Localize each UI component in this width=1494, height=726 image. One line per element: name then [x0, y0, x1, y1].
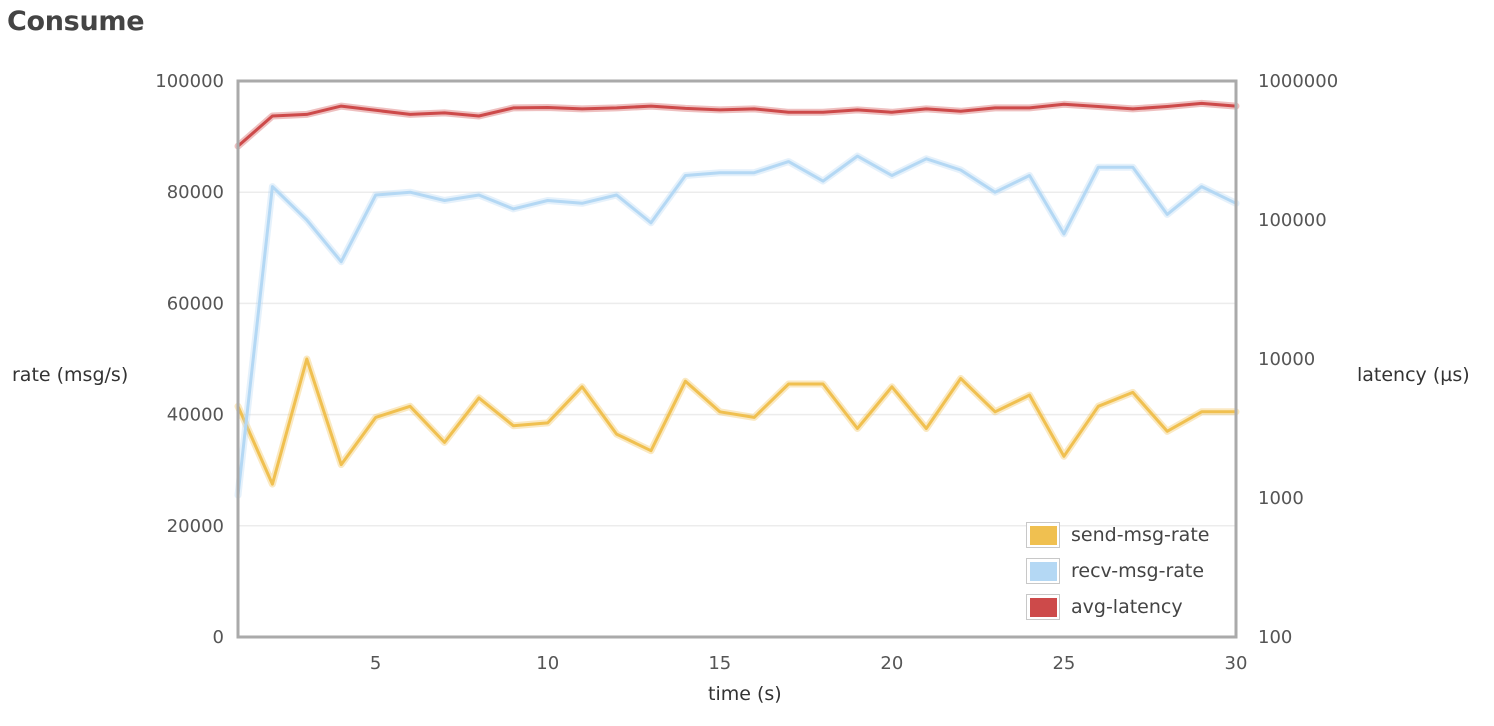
y2-tick-label: 10000 [1258, 349, 1315, 370]
x-tick-label: 25 [1052, 653, 1075, 674]
x-tick-label: 20 [880, 653, 903, 674]
x-tick-label: 15 [708, 653, 731, 674]
plot-frame [236, 79, 1238, 639]
legend-swatch-send-msg-rate [1029, 525, 1057, 545]
y-tick-label: 20000 [167, 516, 224, 537]
y-tick-label: 0 [213, 627, 224, 648]
y-tick-label: 100000 [155, 71, 224, 92]
series-line-recv-msg-rate [236, 154, 1238, 497]
y2-axis-label: latency (µs) [1357, 364, 1470, 386]
legend-label-send-msg-rate: send-msg-rate [1071, 524, 1210, 546]
legend-swatch-wrap [1026, 558, 1060, 584]
y2-tick-label: 1000000 [1258, 71, 1338, 92]
series-line-halo-recv-msg-rate [234, 152, 1240, 499]
legend-swatch-wrap [1026, 594, 1060, 620]
y2-tick-label: 100 [1258, 627, 1292, 648]
grid-lines [238, 191, 1236, 527]
tick-labels: 0 20000 40000 60000 80000 100000 100 1000 10000 1… [155, 71, 1338, 674]
x-tick-label: 5 [370, 653, 381, 674]
y-tick-label: 40000 [167, 405, 224, 426]
series-group [234, 99, 1240, 499]
legend-item-recv-msg-rate: recv-msg-rate [1026, 553, 1209, 589]
legend-label-recv-msg-rate: recv-msg-rate [1071, 560, 1205, 582]
legend-item-avg-latency: avg-latency [1026, 589, 1209, 625]
legend-item-send-msg-rate: send-msg-rate [1026, 517, 1209, 553]
page-title: Consume [7, 6, 145, 37]
legend-swatch-wrap [1026, 522, 1060, 548]
y-tick-label: 60000 [167, 293, 224, 314]
x-axis-label: time (s) [708, 683, 782, 705]
y2-tick-label: 1000 [1258, 488, 1304, 509]
legend-swatch-avg-latency [1029, 597, 1057, 617]
x-tick-label: 10 [536, 653, 559, 674]
x-tick-label: 30 [1225, 653, 1248, 674]
legend: send-msg-rate recv-msg-rate avg-latency [1026, 517, 1209, 625]
series-line-send-msg-rate [236, 357, 1238, 486]
legend-label-avg-latency: avg-latency [1071, 596, 1183, 618]
y-axis-label: rate (msg/s) [12, 364, 129, 386]
series-line-avg-latency [236, 101, 1238, 148]
y2-tick-label: 100000 [1258, 210, 1327, 231]
legend-swatch-recv-msg-rate [1029, 561, 1057, 581]
y-tick-label: 80000 [167, 182, 224, 203]
